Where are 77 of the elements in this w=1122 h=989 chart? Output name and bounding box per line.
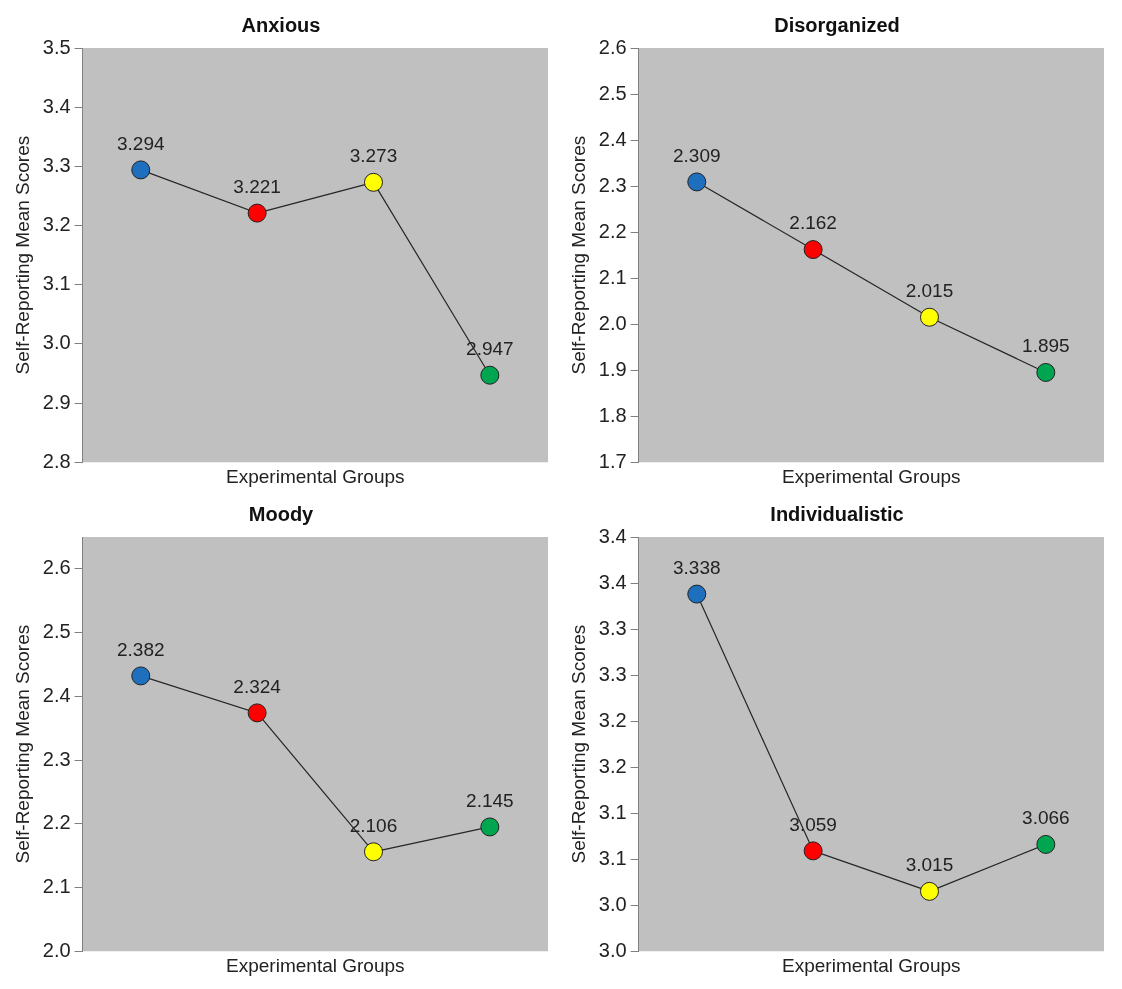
data-label: 2.106 (349, 814, 398, 836)
y-tick-label: 3.2 (598, 754, 627, 777)
y-tick-label: 2.3 (42, 747, 71, 770)
y-axis-title: Self-Reporting Mean Scores (11, 135, 33, 375)
y-tick-label: 2.9 (42, 390, 71, 413)
data-label: 2.382 (117, 638, 165, 660)
chart-title: Disorganized (774, 13, 900, 36)
point (131, 160, 151, 180)
point (131, 666, 151, 686)
y-tick-label: 2.6 (598, 35, 627, 58)
y-axis-title: Self-Reporting Mean Scores (11, 624, 33, 864)
data-label: 2.015 (905, 279, 954, 301)
point (363, 842, 383, 862)
y-tick-label: 3.3 (598, 662, 627, 685)
chart-title: Individualistic (770, 502, 904, 525)
y-tick-label: 2.4 (42, 683, 71, 706)
y-tick-label: 3.0 (598, 938, 627, 961)
y-tick-label: 3.0 (42, 331, 71, 354)
y-tick-label: 2.5 (598, 81, 627, 104)
y-tick-label: 3.1 (598, 800, 627, 823)
point (247, 703, 267, 723)
data-label: 2.162 (789, 212, 837, 234)
y-tick-label: 2.4 (598, 127, 627, 150)
point (687, 584, 707, 604)
y-tick-label: 2.8 (42, 449, 71, 472)
point (480, 817, 500, 837)
point (919, 881, 939, 901)
y-tick-label: 3.2 (598, 708, 627, 731)
y-tick-label: 1.9 (598, 357, 627, 380)
point (1036, 362, 1056, 382)
chart-title: Anxious (241, 13, 321, 36)
x-axis-title: Experimental Groups (226, 465, 405, 487)
y-axis-title: Self-Reporting Mean Scores (567, 135, 589, 375)
chart-title: Moody (248, 502, 315, 525)
point (687, 172, 707, 192)
y-axis-title: Self-Reporting Mean Scores (567, 624, 589, 864)
point (803, 240, 823, 260)
point (1036, 834, 1056, 854)
x-axis-title: Experimental Groups (226, 954, 405, 976)
y-tick-label: 2.3 (598, 173, 627, 196)
y-tick-label: 3.5 (42, 35, 71, 58)
data-label: 2.309 (673, 144, 721, 166)
y-tick-label: 2.1 (598, 265, 627, 288)
data-label: 3.273 (349, 145, 398, 167)
x-axis-title: Experimental Groups (782, 465, 961, 487)
data-label: 1.895 (1022, 335, 1070, 357)
point (480, 365, 500, 385)
point (919, 307, 939, 327)
point (247, 203, 267, 223)
y-tick-label: 2.0 (598, 311, 627, 334)
y-tick-label: 3.1 (42, 272, 71, 295)
data-label: 3.294 (117, 132, 165, 154)
point (363, 172, 383, 192)
data-label: 2.324 (233, 675, 282, 697)
y-tick-label: 3.0 (598, 892, 627, 915)
data-label: 3.015 (905, 854, 954, 876)
data-label: 3.338 (673, 556, 721, 578)
y-tick-label: 3.4 (598, 524, 627, 547)
data-label: 3.221 (233, 175, 281, 197)
y-tick-label: 3.4 (598, 570, 627, 593)
data-label: 3.066 (1022, 807, 1070, 829)
y-tick-label: 3.3 (42, 153, 71, 176)
y-tick-label: 3.2 (42, 213, 71, 236)
y-tick-label: 2.2 (42, 811, 71, 834)
data-label: 2.145 (466, 789, 514, 811)
y-tick-label: 2.5 (42, 620, 71, 643)
y-tick-label: 3.4 (42, 94, 71, 117)
x-axis-title: Experimental Groups (782, 954, 961, 976)
y-tick-label: 1.8 (598, 403, 627, 426)
point (803, 841, 823, 861)
y-tick-label: 3.3 (598, 616, 627, 639)
y-tick-label: 2.1 (42, 874, 71, 897)
y-tick-label: 3.1 (598, 846, 627, 869)
y-tick-label: 1.7 (598, 449, 627, 472)
y-tick-label: 2.0 (42, 938, 71, 961)
y-tick-label: 2.6 (42, 556, 71, 579)
y-tick-label: 2.2 (598, 219, 627, 242)
